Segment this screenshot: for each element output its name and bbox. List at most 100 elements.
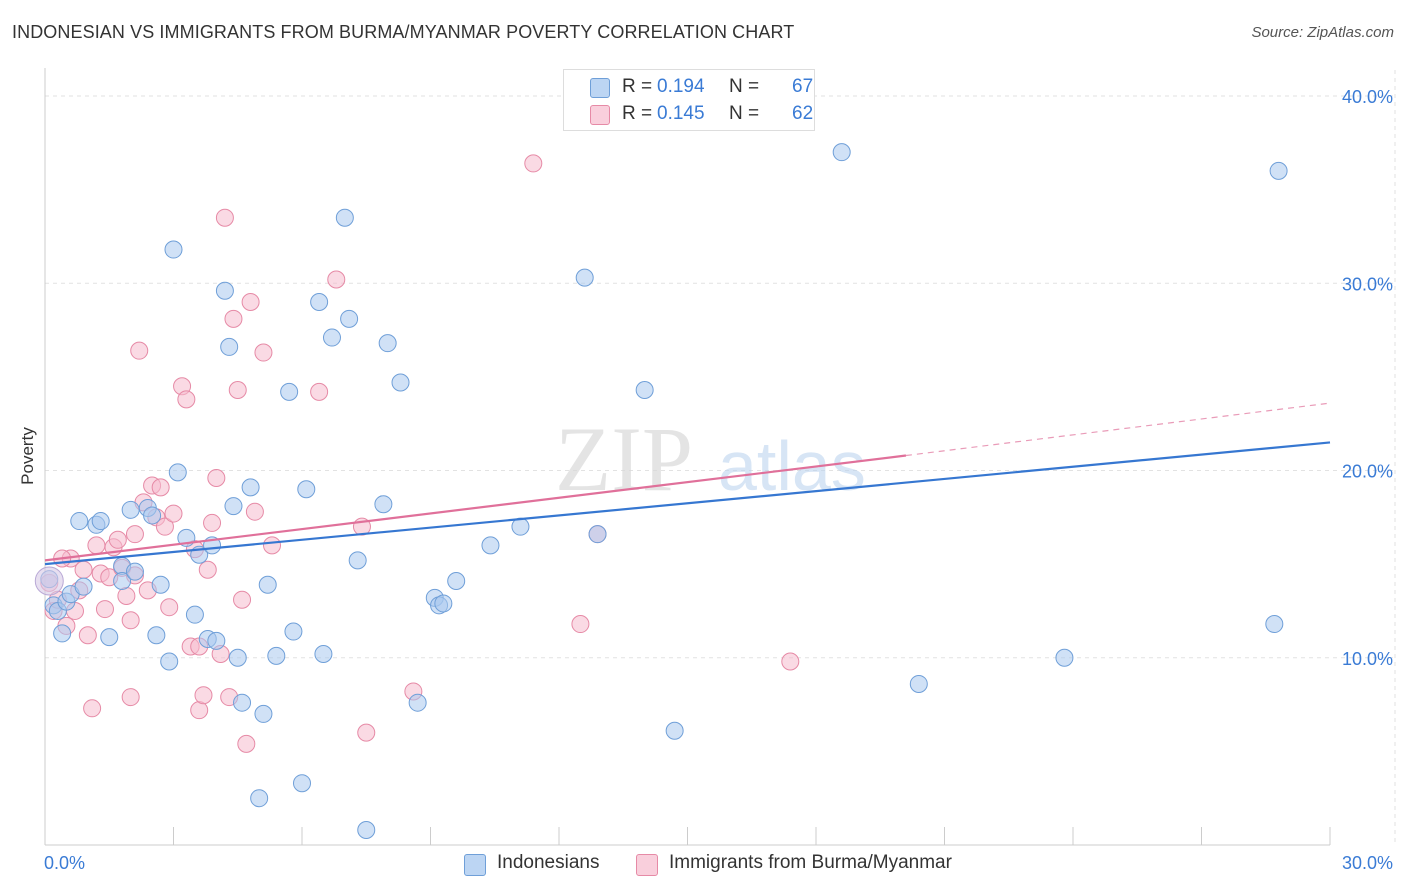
data-point-burma: [121, 688, 140, 707]
data-point-burma: [160, 598, 179, 617]
bottom-legend: Indonesians Immigrants from Burma/Myanma…: [0, 852, 1406, 878]
data-point-burma: [194, 686, 213, 705]
data-point-indonesians: [322, 328, 341, 347]
trend-lines: [44, 402, 1331, 566]
legend-swatch-pink: [590, 105, 610, 125]
y-axis-label: Poverty: [18, 427, 37, 485]
data-point-burma: [125, 525, 144, 544]
bottom-legend-swatch-pink: [636, 854, 658, 876]
data-point-indonesians: [100, 628, 119, 647]
legend-r-label: R =: [622, 103, 653, 124]
data-point-cluster: [34, 566, 64, 596]
data-point-burma: [95, 600, 114, 619]
data-point-indonesians: [1055, 648, 1074, 667]
data-point-indonesians: [909, 674, 928, 693]
data-point-indonesians: [185, 605, 204, 624]
data-point-indonesians: [284, 622, 303, 641]
series-indonesians-points: [34, 143, 1288, 840]
data-point-burma: [357, 723, 376, 742]
trend-line-burma: [44, 454, 907, 562]
data-point-burma: [177, 390, 196, 409]
data-point-burma: [237, 734, 256, 753]
data-point-indonesians: [241, 478, 260, 497]
data-point-indonesians: [125, 562, 144, 581]
bottom-legend-label: Indonesians: [497, 852, 600, 873]
data-point-indonesians: [348, 551, 367, 570]
watermark: ZIP atlas: [555, 408, 866, 510]
data-point-burma: [524, 154, 543, 173]
data-point-indonesians: [74, 577, 93, 596]
data-point-indonesians: [374, 495, 393, 514]
data-point-burma: [190, 701, 209, 720]
legend-r-value: 0.145: [657, 103, 705, 124]
bottom-legend-label: Immigrants from Burma/Myanmar: [669, 852, 952, 873]
data-point-indonesians: [280, 382, 299, 401]
data-point-indonesians: [481, 536, 500, 555]
data-point-burma: [781, 652, 800, 671]
data-point-indonesians: [335, 208, 354, 227]
data-point-indonesians: [164, 240, 183, 259]
data-point-burma: [245, 502, 264, 521]
data-point-burma: [87, 536, 106, 555]
data-point-indonesians: [151, 575, 170, 594]
data-point-indonesians: [91, 512, 110, 531]
data-point-indonesians: [314, 645, 333, 664]
y-tick-label: 40.0%: [1342, 87, 1393, 107]
data-point-indonesians: [233, 693, 252, 712]
data-point-indonesians: [1265, 615, 1284, 634]
data-point-indonesians: [665, 721, 684, 740]
data-point-burma: [310, 382, 329, 401]
data-point-indonesians: [408, 693, 427, 712]
data-point-indonesians: [635, 380, 654, 399]
data-point-indonesians: [215, 281, 234, 300]
data-point-indonesians: [121, 500, 140, 519]
data-point-indonesians: [588, 525, 607, 544]
data-point-burma: [74, 560, 93, 579]
legend-r-value: 0.194: [657, 76, 705, 97]
data-point-indonesians: [575, 268, 594, 287]
source-label: Source: ZipAtlas.com: [1251, 24, 1394, 41]
y-tick-label: 20.0%: [1342, 462, 1393, 482]
data-point-indonesians: [228, 648, 247, 667]
data-point-indonesians: [254, 704, 273, 723]
x-tick-label: 0.0%: [44, 853, 85, 873]
data-point-indonesians: [168, 463, 187, 482]
data-point-indonesians: [267, 646, 286, 665]
data-point-indonesians: [207, 631, 226, 650]
data-point-burma: [233, 590, 252, 609]
data-point-indonesians: [250, 789, 269, 808]
data-point-burma: [254, 343, 273, 362]
data-point-indonesians: [258, 575, 277, 594]
correlation-legend: R = 0.194 N = 67 R = 0.145 N = 62: [563, 69, 815, 131]
data-point-indonesians: [224, 497, 243, 516]
data-point-indonesians: [832, 143, 851, 162]
data-point-burma: [571, 615, 590, 634]
trend-line-burma-extrapolated: [905, 402, 1331, 457]
data-point-burma: [198, 560, 217, 579]
data-point-burma: [130, 341, 149, 360]
data-point-indonesians: [113, 571, 132, 590]
data-point-indonesians: [147, 626, 166, 645]
data-point-indonesians: [391, 373, 410, 392]
data-point-indonesians: [434, 594, 453, 613]
data-point-indonesians: [310, 292, 329, 311]
x-tick-label: 30.0%: [1342, 853, 1393, 873]
data-point-burma: [117, 586, 136, 605]
axes: [44, 68, 1331, 846]
legend-swatch-blue: [590, 78, 610, 98]
data-point-indonesians: [357, 821, 376, 840]
data-point-burma: [215, 208, 234, 227]
tick-labels: 10.0% 20.0% 30.0% 40.0% 0.0% 30.0%: [44, 87, 1393, 873]
data-point-indonesians: [220, 337, 239, 356]
data-point-burma: [151, 478, 170, 497]
legend-n-value: 62: [792, 103, 814, 124]
bottom-legend-swatch-blue: [464, 854, 486, 876]
data-point-indonesians: [143, 506, 162, 525]
legend-n-label: N =: [729, 76, 760, 97]
trend-line-indonesians: [44, 441, 1331, 566]
data-point-burma: [78, 626, 97, 645]
watermark-zip: ZIP: [555, 408, 693, 510]
data-point-burma: [108, 530, 127, 549]
data-point-indonesians: [160, 652, 179, 671]
data-point-burma: [121, 611, 140, 630]
